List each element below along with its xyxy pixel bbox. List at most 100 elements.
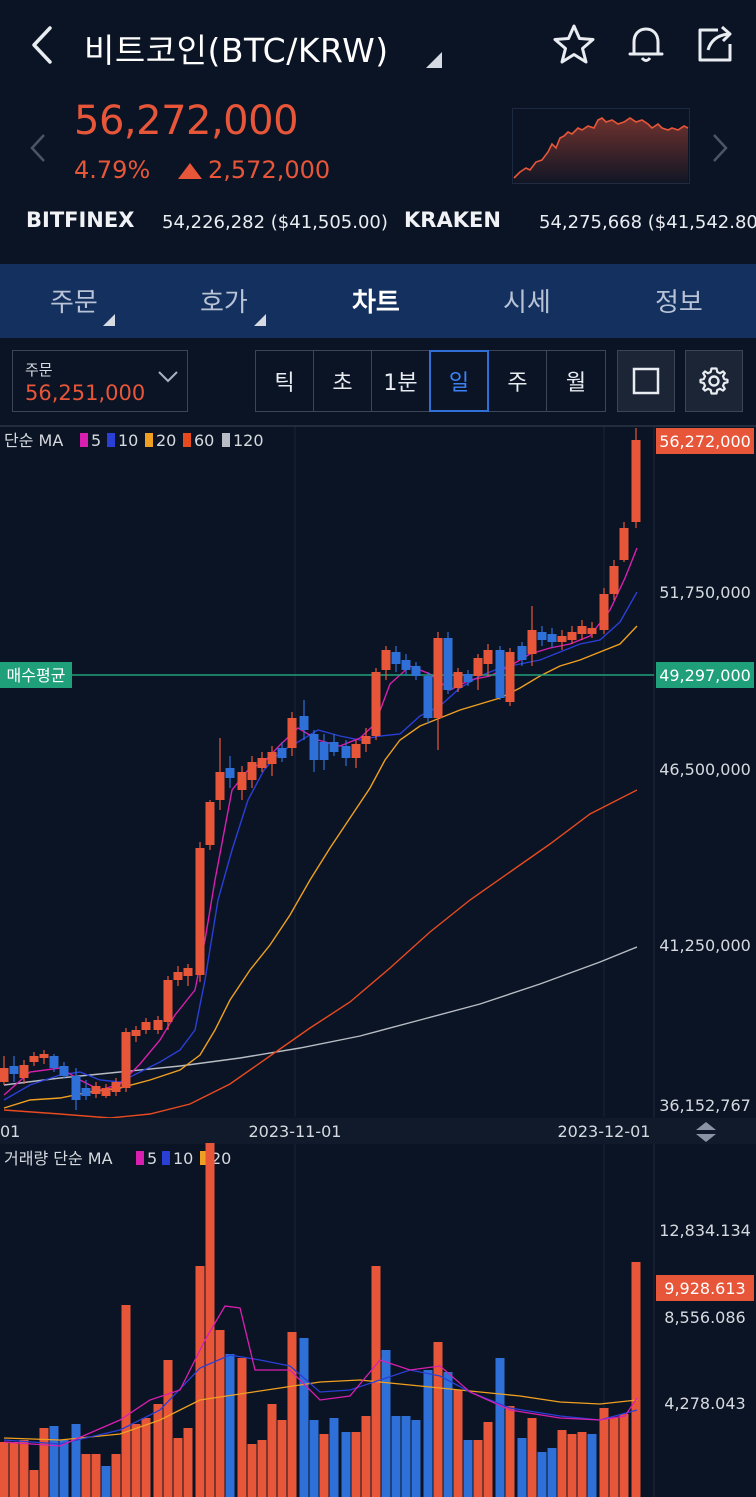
volume-bar	[401, 1416, 411, 1497]
candle-body	[0, 1068, 9, 1082]
candle-body	[287, 718, 297, 748]
candle-body	[39, 1054, 49, 1058]
candle-body	[319, 742, 329, 760]
share-icon[interactable]	[694, 22, 738, 66]
volume-bar	[557, 1430, 567, 1497]
volume-bar	[225, 1354, 235, 1497]
ma120-legend: 120	[233, 431, 264, 450]
fullscreen-button[interactable]	[617, 350, 675, 412]
volume-bar	[483, 1422, 493, 1497]
volume-bar	[599, 1408, 609, 1497]
candle-body	[587, 628, 597, 634]
candle-body	[49, 1056, 59, 1068]
candle-body	[483, 650, 493, 664]
section-tabs: 주문 호가 차트 시세 정보	[0, 264, 756, 338]
x-axis-bar	[0, 1118, 756, 1144]
volume-bar	[381, 1350, 391, 1497]
ma10-legend: 10	[118, 431, 138, 450]
volume-bar	[49, 1426, 59, 1497]
volume-bar	[195, 1266, 205, 1497]
volume-bar	[277, 1420, 287, 1497]
candle-body	[537, 632, 547, 640]
exchange-bitfinex-value-wrap: 54,226,282 ($41,505.00)	[162, 211, 388, 233]
candle-body	[329, 742, 339, 752]
candle-body	[29, 1056, 39, 1062]
volume-bar	[131, 1424, 141, 1497]
candle-body	[153, 1020, 163, 1030]
coin-title[interactable]: 비트코인(BTC/KRW)	[84, 31, 389, 70]
candle-body	[423, 676, 433, 718]
exchange-kraken: KRAKEN	[404, 208, 501, 232]
candle-body	[257, 758, 267, 768]
period-1min[interactable]: 1분	[371, 350, 430, 412]
volume-bar	[29, 1470, 39, 1497]
volume-bar	[183, 1428, 193, 1497]
bell-icon[interactable]	[624, 22, 668, 66]
price-summary: 56,272,000 4.79% 2,572,000	[0, 92, 756, 200]
volume-bar	[257, 1440, 267, 1497]
change-percent: 4.79%	[74, 156, 151, 184]
y-tick: 51,750,000	[659, 583, 751, 602]
vol-y-tick: 4,278.043	[664, 1394, 745, 1413]
ma120-swatch	[222, 433, 230, 447]
x-tick: 01	[0, 1122, 20, 1141]
resize-handle-icon[interactable]	[696, 1122, 716, 1142]
volume-bar	[517, 1438, 527, 1497]
volume-bar	[81, 1454, 91, 1497]
volume-bar	[71, 1424, 81, 1497]
volume-bar	[319, 1434, 329, 1497]
exchange-kraken-value-wrap: 54,275,668 ($41,542.80)	[539, 211, 756, 233]
chart-settings-button[interactable]	[685, 350, 743, 412]
period-week[interactable]: 주	[488, 350, 547, 412]
previous-chevron-icon[interactable]	[28, 132, 48, 164]
candle-body	[505, 652, 515, 702]
volume-bar	[309, 1420, 319, 1497]
tab-orderbook[interactable]: 호가	[200, 288, 248, 318]
mini-price-sparkline[interactable]	[512, 108, 690, 184]
volume-bar	[299, 1338, 309, 1497]
candle-body	[527, 630, 537, 654]
volume-bar	[547, 1448, 557, 1497]
period-tick[interactable]: 틱	[255, 350, 314, 412]
candle-body	[411, 666, 421, 676]
candle-body	[401, 660, 411, 670]
period-second[interactable]: 초	[313, 350, 372, 412]
volume-bar	[361, 1416, 371, 1497]
candlestick-chart[interactable]: 단순 MA 5 10 20 60 120 56,272,000 51,750,0…	[0, 424, 756, 1497]
exchange-value: 54,275,668 ($41,542.80)	[539, 212, 756, 233]
candle-body	[19, 1065, 29, 1078]
candle-body	[371, 672, 381, 736]
volume-bar	[453, 1390, 463, 1497]
tab-market-price[interactable]: 시세	[503, 288, 551, 318]
candle-body	[215, 772, 225, 800]
order-price-selector[interactable]: 주문 56,251,000	[12, 350, 188, 412]
volume-bar	[205, 1143, 215, 1497]
tab-info[interactable]: 정보	[655, 288, 703, 318]
vol-y-tick: 8,556.086	[664, 1308, 745, 1327]
ma20-legend: 20	[156, 431, 176, 450]
candle-body	[631, 440, 641, 522]
volume-bar	[0, 1442, 9, 1497]
volume-bar	[91, 1454, 101, 1497]
candle-body	[299, 716, 309, 730]
candle-body	[351, 744, 361, 758]
tab-chart[interactable]: 차트	[352, 288, 400, 318]
ma-legend-label: 단순 MA	[4, 431, 63, 450]
star-icon[interactable]	[552, 22, 596, 66]
period-month[interactable]: 월	[546, 350, 606, 412]
volume-bar	[609, 1418, 619, 1497]
candles-group	[0, 428, 641, 1110]
volume-bar	[39, 1428, 49, 1497]
title-dropdown-caret-icon[interactable]	[426, 52, 442, 68]
buy-average-label-bg	[0, 662, 72, 688]
vol-ma5-line	[3, 1305, 638, 1447]
next-chevron-icon[interactable]	[710, 132, 730, 164]
vol-ma10-swatch	[162, 1151, 170, 1165]
volume-bar	[619, 1414, 629, 1497]
candle-body	[463, 674, 473, 682]
back-icon[interactable]	[24, 22, 60, 68]
current-price-label-bg	[656, 428, 754, 454]
tab-order[interactable]: 주문	[50, 288, 98, 318]
volume-bar	[577, 1432, 587, 1497]
period-day[interactable]: 일	[429, 350, 489, 412]
